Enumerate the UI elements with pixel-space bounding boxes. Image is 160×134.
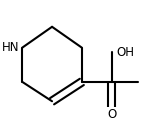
Text: O: O (107, 108, 116, 121)
Text: OH: OH (116, 46, 134, 59)
Text: HN: HN (2, 41, 19, 54)
